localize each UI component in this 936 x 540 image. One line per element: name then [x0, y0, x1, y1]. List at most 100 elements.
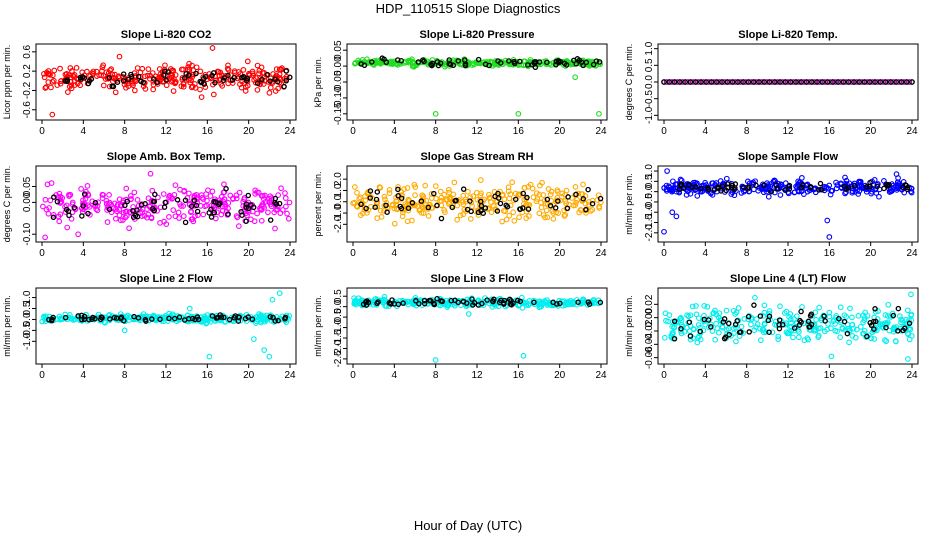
black-point [193, 70, 199, 77]
data-point [860, 330, 866, 337]
panel-4: Slope Amb. Box Temp. 0 4 8 12 16 20 24 -0.10 0.00… [2, 151, 297, 259]
black-point [275, 317, 281, 324]
data-point [51, 67, 58, 74]
black-point [765, 317, 772, 324]
data-point [905, 331, 912, 338]
panel-title: Slope Sample Flow [738, 151, 839, 163]
outlier-point [209, 45, 216, 51]
data-point [701, 182, 707, 189]
black-point [808, 321, 815, 328]
data-point [883, 338, 890, 345]
data-point [116, 212, 123, 219]
data-point [428, 191, 435, 197]
data-point [405, 197, 412, 204]
panel-6: Slope Sample Flow 0 4 8 12 16 20 24 -2.0-1.5-1.0… [624, 151, 919, 259]
x-tick-label: 0 [39, 370, 45, 381]
x-tick-label: 20 [554, 370, 566, 381]
data-point [712, 336, 719, 343]
data-point [260, 193, 266, 199]
data-point [271, 209, 278, 216]
data-point [823, 184, 830, 191]
data-point [446, 201, 452, 207]
x-tick-label: 0 [350, 370, 356, 381]
data-point [220, 189, 227, 196]
data-points [351, 293, 604, 363]
black-point [369, 59, 375, 65]
black-point [248, 202, 254, 208]
black-point [86, 316, 92, 323]
black-point [840, 79, 847, 85]
data-point [761, 320, 768, 327]
data-point [258, 64, 265, 71]
data-point [272, 88, 279, 94]
plot-frame [346, 43, 608, 121]
x-tick-label: 20 [243, 370, 255, 381]
data-point [351, 184, 358, 190]
data-point [374, 60, 380, 66]
data-point [230, 195, 236, 202]
y-tick-label: 0.05 [22, 176, 33, 196]
data-point [768, 181, 775, 187]
data-point [170, 312, 177, 319]
black-point [211, 209, 218, 216]
data-point [451, 179, 458, 186]
black-point [819, 79, 826, 85]
black-point [183, 71, 189, 77]
black-point [798, 184, 805, 191]
black-point [397, 203, 403, 210]
data-point [732, 311, 739, 317]
y-tick-label: -0.2 [22, 81, 33, 99]
data-point [708, 321, 714, 328]
outlier-point [669, 209, 676, 216]
black-point [721, 316, 728, 322]
black-point [272, 318, 278, 324]
x-tick-label: 20 [554, 248, 566, 259]
data-point [906, 336, 913, 343]
y-axis-label: ml/min per min. [2, 295, 12, 357]
data-point [527, 181, 534, 188]
black-point [202, 73, 209, 80]
data-point [864, 79, 870, 85]
data-point [576, 209, 582, 216]
data-point [425, 213, 432, 219]
black-point [573, 191, 579, 198]
outlier-point [824, 217, 831, 224]
black-point [209, 313, 216, 319]
data-point [42, 85, 49, 91]
black-point [544, 196, 551, 203]
y-tick-label: -0.5 [333, 308, 344, 326]
data-point [738, 323, 745, 330]
black-point [808, 311, 815, 317]
data-point [813, 316, 819, 323]
data-point [172, 72, 179, 78]
black-point [803, 79, 810, 85]
data-point [148, 215, 155, 222]
data-point [78, 186, 85, 192]
data-point [723, 307, 730, 314]
black-point [449, 204, 456, 211]
black-point [867, 179, 873, 186]
data-point [745, 316, 752, 323]
outlier-point [42, 234, 48, 241]
black-point [494, 208, 501, 214]
black-point [452, 198, 458, 204]
black-point [874, 183, 880, 190]
data-point [676, 189, 683, 196]
black-point [475, 209, 482, 216]
data-point [775, 333, 782, 340]
black-point [906, 320, 913, 327]
data-point [214, 209, 220, 216]
y-axis-label: degrees C per min. [2, 166, 12, 243]
black-point [405, 205, 412, 211]
black-point [150, 205, 156, 212]
panel-1: Slope Li-820 CO2 0 4 8 12 16 20 24 -0.6 -0.2 0.2 0.… [2, 29, 297, 137]
data-point [399, 213, 406, 220]
data-point [700, 327, 707, 334]
x-tick-label: 0 [661, 126, 667, 137]
black-point [482, 205, 489, 211]
data-point [69, 199, 76, 206]
data-point [411, 63, 417, 69]
data-point [227, 192, 234, 199]
black-point [671, 79, 678, 85]
